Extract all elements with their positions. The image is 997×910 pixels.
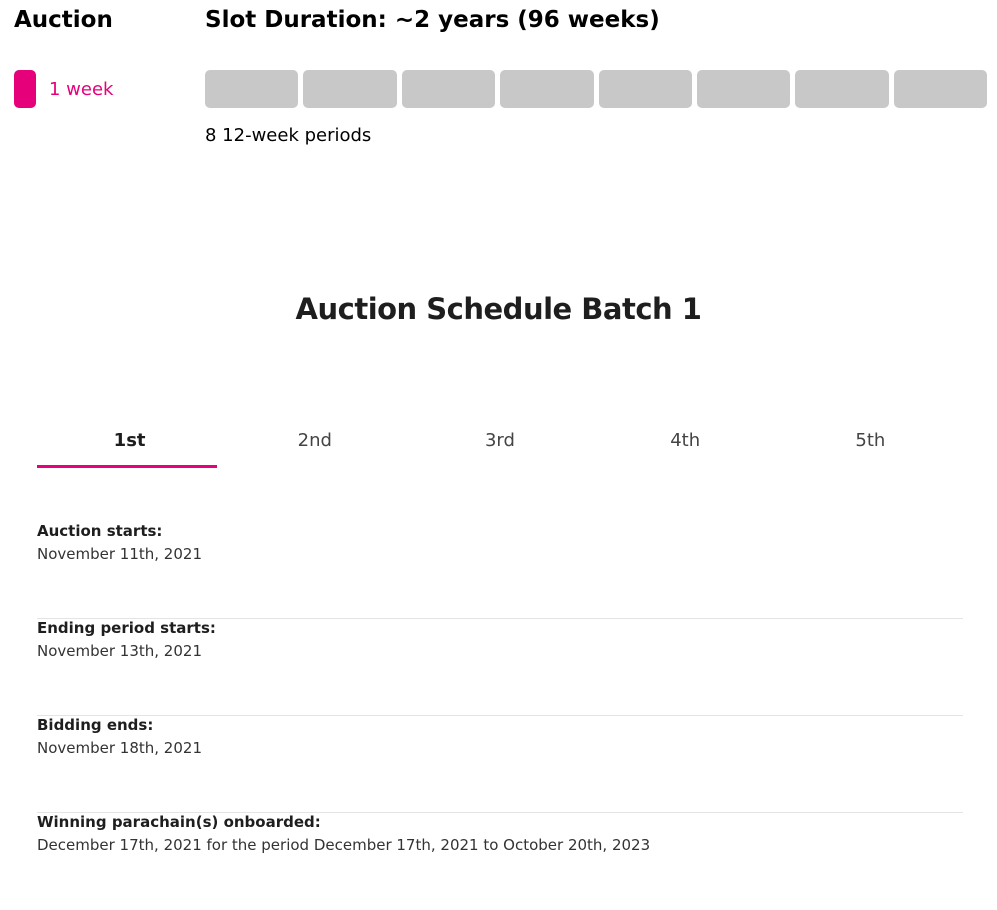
detail-value: December 17th, 2021 for the period Decem… xyxy=(37,836,651,854)
detail-parachain-onboarded: Winning parachain(s) onboarded: December… xyxy=(37,813,963,910)
detail-label: Ending period starts: xyxy=(37,619,216,637)
detail-value: November 18th, 2021 xyxy=(37,739,202,757)
slot-periods-caption: 8 12-week periods xyxy=(205,125,372,146)
detail-bidding-ends: Bidding ends: November 18th, 2021 xyxy=(37,716,963,813)
detail-label: Auction starts: xyxy=(37,522,163,540)
tab-2nd[interactable]: 2nd xyxy=(297,430,332,451)
detail-ending-period-starts: Ending period starts: November 13th, 202… xyxy=(37,619,963,716)
detail-value: November 13th, 2021 xyxy=(37,642,202,660)
tab-3rd[interactable]: 3rd xyxy=(484,430,515,451)
detail-label: Winning parachain(s) onboarded: xyxy=(37,813,321,831)
detail-label: Bidding ends: xyxy=(37,716,154,734)
slot-period-block xyxy=(401,70,496,108)
auction-heading: Auction xyxy=(14,7,113,33)
auction-week-block xyxy=(14,70,36,108)
slot-period-block xyxy=(303,70,397,108)
slot-period-block xyxy=(795,70,889,108)
slot-period-block xyxy=(893,70,987,108)
slot-period-block xyxy=(500,70,594,108)
detail-auction-starts: Auction starts: November 11th, 2021 xyxy=(37,522,963,619)
tab-1st[interactable]: 1st xyxy=(37,420,222,468)
auction-week-legend: 1 week xyxy=(14,70,113,108)
detail-value: November 11th, 2021 xyxy=(37,545,202,563)
auction-tabs: 1st 2nd 3rd 4th 5th xyxy=(37,420,963,468)
auction-week-label: 1 week xyxy=(49,78,114,100)
schedule-title: Auction Schedule Batch 1 xyxy=(295,292,702,326)
slot-period-block xyxy=(696,70,791,108)
slot-period-block xyxy=(205,70,299,108)
auction-details: Auction starts: November 11th, 2021 Endi… xyxy=(37,522,963,910)
slot-duration-heading: Slot Duration: ~2 years (96 weeks) xyxy=(205,7,660,33)
slot-period-block xyxy=(598,70,692,108)
tab-5th[interactable]: 5th xyxy=(855,430,886,451)
tab-4th[interactable]: 4th xyxy=(670,430,701,451)
slot-periods-bar xyxy=(205,70,987,108)
